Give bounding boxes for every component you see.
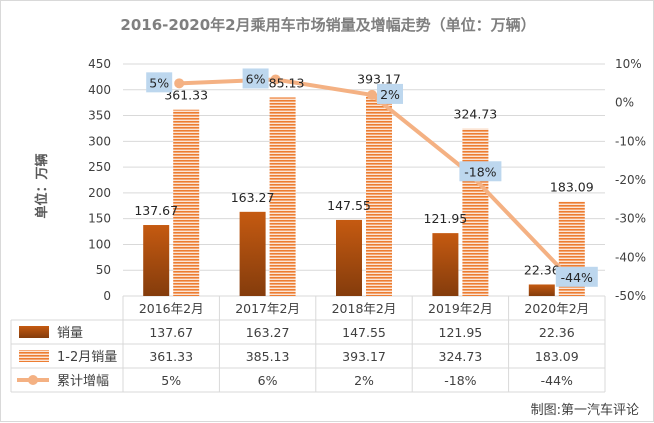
bar-cumulative-sales bbox=[173, 109, 200, 296]
bar-sales bbox=[239, 211, 266, 296]
growth-point bbox=[270, 74, 281, 85]
growth-label-box bbox=[377, 83, 403, 104]
bar-cumulative-label: 385.13 bbox=[261, 75, 305, 90]
growth-point bbox=[367, 89, 377, 100]
chart-credit: 制图:第一汽车评论 bbox=[531, 402, 639, 418]
x-tick-label: 2018年2月 bbox=[332, 301, 397, 316]
x-tick-label: 2016年2月 bbox=[139, 301, 204, 316]
table-cell: 324.73 bbox=[439, 349, 483, 364]
table-cell: 5% bbox=[161, 373, 181, 388]
y2-tick-label: -30% bbox=[615, 212, 646, 226]
table-cell: 393.17 bbox=[342, 349, 386, 364]
table-cell: -44% bbox=[541, 373, 573, 388]
growth-label: -44% bbox=[561, 270, 593, 285]
growth-label: -18% bbox=[464, 164, 496, 179]
legend-key-swatch bbox=[19, 326, 49, 338]
bar-cumulative-sales bbox=[269, 97, 296, 296]
y-tick-label: 450 bbox=[88, 57, 111, 71]
x-tick-label: 2019年2月 bbox=[428, 301, 493, 316]
table-cell: 385.13 bbox=[246, 349, 290, 364]
bar-sales-label: 22.36 bbox=[524, 262, 560, 277]
y2-tick-label: -40% bbox=[615, 250, 646, 264]
x-tick-label: 2020年2月 bbox=[524, 301, 589, 316]
legend-label: 销量 bbox=[57, 326, 83, 341]
bar-sales-label: 147.55 bbox=[327, 198, 371, 213]
growth-label-box bbox=[555, 266, 598, 287]
gridlines bbox=[123, 63, 605, 297]
table-cell: 22.36 bbox=[539, 325, 575, 340]
y-tick-label: 150 bbox=[88, 212, 111, 226]
growth-point bbox=[174, 78, 185, 89]
chart-title: 2016-2020年2月乘用车市场销量及增幅走势（单位：万辆） bbox=[120, 16, 535, 34]
table-cell: 361.33 bbox=[149, 349, 193, 364]
x-tick-label: 2017年2月 bbox=[235, 301, 300, 316]
bar-cumulative-label: 393.17 bbox=[357, 71, 401, 86]
y2-tick-label: 0% bbox=[615, 96, 634, 110]
bar-sales bbox=[528, 284, 555, 296]
y-tick-label: 350 bbox=[88, 109, 111, 123]
bar-sales-label: 137.67 bbox=[134, 203, 178, 218]
y2-tick-label: -10% bbox=[615, 134, 646, 148]
y-tick-label: 100 bbox=[88, 237, 111, 251]
table-cell: 183.09 bbox=[535, 349, 579, 364]
table-cell: 2% bbox=[354, 373, 374, 388]
bar-cumulative-sales bbox=[366, 93, 392, 297]
axis-tick-labels: 0 50 100 150 200 250 300 350 400 450 -50% -40% -30% -… bbox=[88, 57, 646, 303]
table-cell: 121.95 bbox=[439, 325, 483, 340]
bar-cumulative-label: 324.73 bbox=[454, 107, 498, 122]
y2-tick-label: 10% bbox=[615, 57, 642, 71]
table-cell: -18% bbox=[444, 373, 476, 388]
growth-label-box bbox=[242, 68, 269, 89]
growth-label-box bbox=[459, 161, 502, 182]
growth-label: 6% bbox=[246, 71, 266, 86]
growth-label-box bbox=[146, 72, 173, 93]
bar-sales-label: 163.27 bbox=[231, 190, 275, 205]
legend-key-marker bbox=[28, 375, 38, 385]
bar-sales bbox=[143, 225, 170, 296]
y-tick-label: 300 bbox=[88, 134, 111, 148]
y-tick-label: 50 bbox=[96, 263, 111, 277]
y-tick-label: 400 bbox=[88, 83, 111, 97]
bar-sales bbox=[432, 233, 459, 296]
bar-cumulative-label: 361.33 bbox=[164, 88, 208, 103]
growth-label: 5% bbox=[149, 75, 169, 90]
legend-label: 累计增幅 bbox=[57, 374, 109, 389]
table-cell: 6% bbox=[258, 373, 278, 388]
bar-cumulative-label: 183.09 bbox=[550, 180, 594, 195]
y2-tick-label: -50% bbox=[615, 289, 646, 303]
y-tick-label: 250 bbox=[88, 160, 111, 174]
legend-key-swatch bbox=[19, 350, 49, 362]
table-cell: 147.55 bbox=[342, 325, 386, 340]
y-tick-label: 0 bbox=[103, 289, 111, 303]
table-cell: 137.67 bbox=[149, 325, 193, 340]
bar-sales bbox=[336, 219, 362, 296]
table-cell: 163.27 bbox=[246, 325, 290, 340]
y-tick-label: 200 bbox=[88, 186, 111, 200]
y2-tick-label: -20% bbox=[615, 173, 646, 187]
bar-series bbox=[143, 93, 585, 297]
bar-sales-label: 121.95 bbox=[424, 211, 468, 226]
bar-cumulative-sales bbox=[462, 128, 489, 296]
legend-label: 1-2月销量 bbox=[57, 350, 117, 365]
data-labels: 137.67 163.27 147.55 121.95 22.36 361.33 385.1… bbox=[134, 68, 598, 287]
growth-label: 2% bbox=[380, 87, 400, 102]
y-axis-label: 单位：万辆 bbox=[34, 153, 50, 218]
